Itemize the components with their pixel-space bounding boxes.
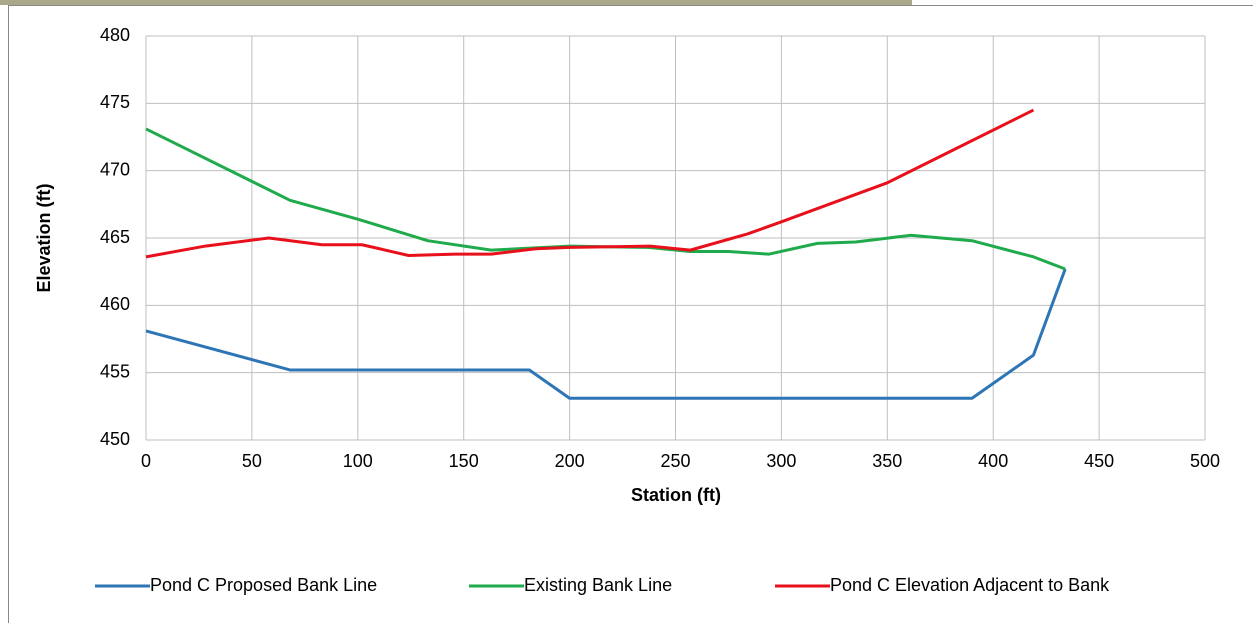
y-tick-label: 475 (100, 92, 130, 112)
map-strip (0, 0, 912, 5)
x-tick-label: 50 (242, 451, 262, 471)
x-tick-label: 300 (766, 451, 796, 471)
x-tick-label: 400 (978, 451, 1008, 471)
legend-label: Pond C Proposed Bank Line (150, 575, 377, 595)
legend-label: Pond C Elevation Adjacent to Bank (830, 575, 1110, 595)
x-tick-label: 150 (449, 451, 479, 471)
x-tick-label: 500 (1190, 451, 1220, 471)
x-tick-label: 450 (1084, 451, 1114, 471)
x-tick-label: 200 (555, 451, 585, 471)
y-tick-label: 480 (100, 25, 130, 45)
y-tick-label: 455 (100, 361, 130, 381)
x-tick-label: 0 (141, 451, 151, 471)
y-tick-label: 470 (100, 159, 130, 179)
legend-label: Existing Bank Line (524, 575, 672, 595)
x-axis-title: Station (ft) (631, 485, 721, 505)
y-axis-title: Elevation (ft) (34, 183, 54, 292)
x-tick-label: 100 (343, 451, 373, 471)
x-tick-label: 250 (660, 451, 690, 471)
x-tick-label: 350 (872, 451, 902, 471)
y-tick-label: 450 (100, 429, 130, 449)
chart-frame (9, 6, 1253, 624)
y-tick-label: 460 (100, 294, 130, 314)
y-tick-label: 465 (100, 227, 130, 247)
